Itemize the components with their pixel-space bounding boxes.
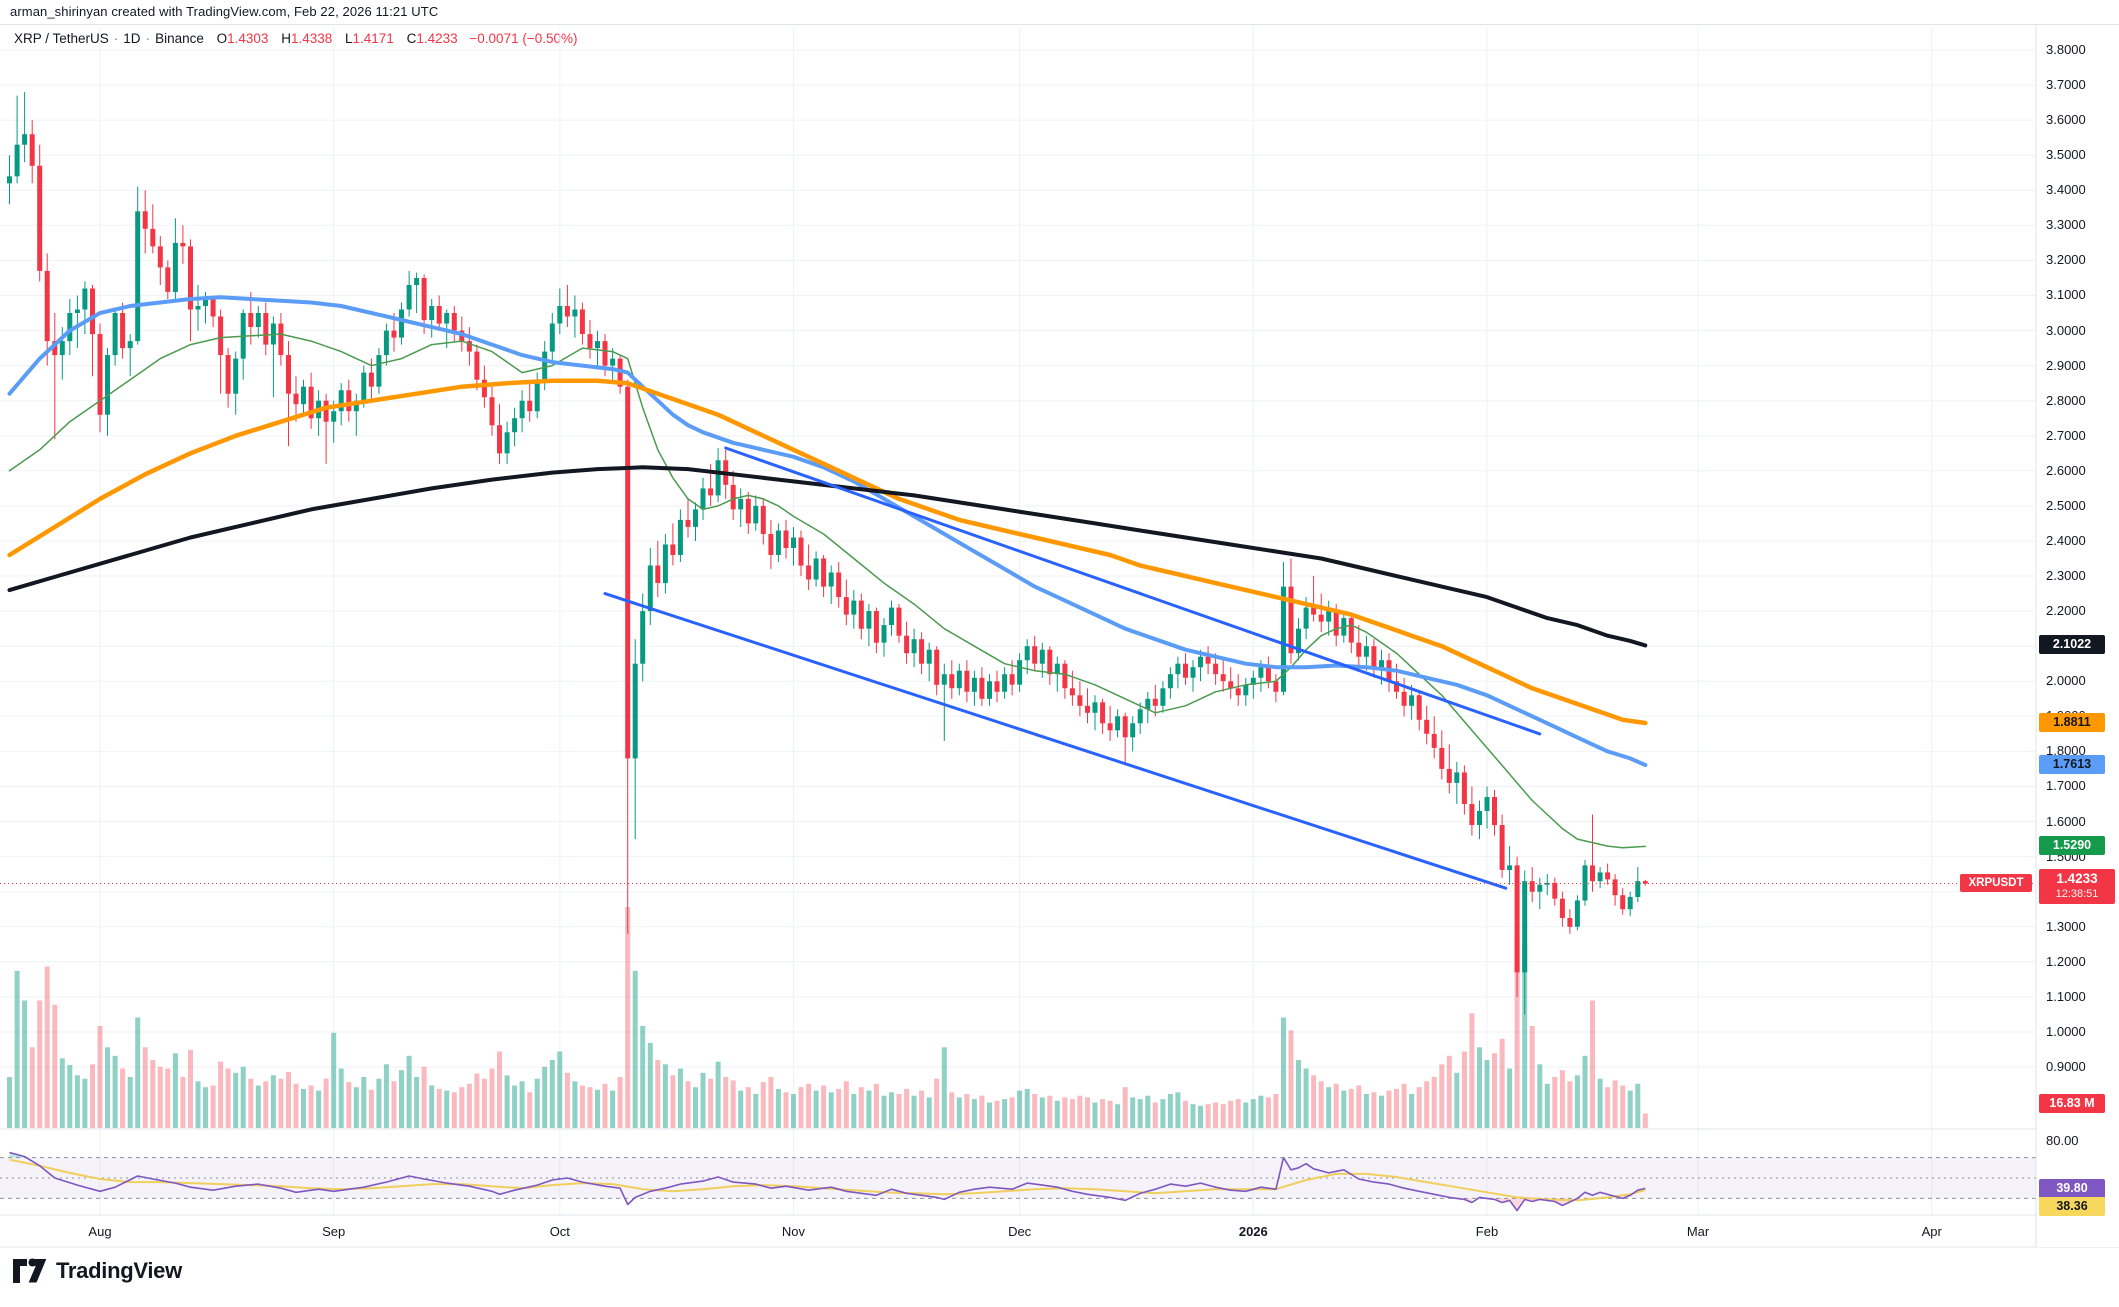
high-label: H (281, 31, 291, 46)
volume-series (7, 907, 1648, 1129)
close-value: 1.4233 (416, 31, 458, 46)
symbol-price-tag: XRPUSDT (1960, 874, 2032, 892)
price-tick-label: 2.5000 (2046, 497, 2086, 513)
tradingview-logo-icon (13, 1258, 47, 1283)
legend-separator: · (113, 31, 119, 46)
price-tick-label: 1.3000 (2046, 918, 2086, 934)
time-tick-mar: Mar (1686, 1224, 1710, 1239)
rsi-value-badge: 39.80 (2039, 1179, 2105, 1198)
trendline-lower[interactable] (603, 592, 1508, 890)
price-tick-label: 2.8000 (2046, 392, 2086, 408)
symbol-title[interactable]: XRP / TetherUS (14, 31, 109, 46)
time-tick-dec: Dec (1008, 1224, 1032, 1239)
price-tick-label: 3.5000 (2046, 147, 2086, 163)
ma50-badge: 1.7613 (2039, 754, 2105, 774)
ma100-badge: 1.8811 (2039, 712, 2105, 732)
low-value: 1.4171 (352, 31, 394, 46)
price-tick-label: 3.2000 (2046, 252, 2086, 268)
rsi-pane (0, 1151, 2036, 1212)
volume-badge: 16.83 M (2039, 1094, 2105, 1113)
tradingview-attribution[interactable]: TradingView (13, 1258, 182, 1284)
time-tick-2026: 2026 (1238, 1224, 1268, 1239)
ma-sma200-line (7, 465, 1648, 648)
header-divider (0, 24, 2119, 25)
time-tick-oct: Oct (549, 1224, 570, 1239)
price-tick-label: 3.0000 (2046, 322, 2086, 338)
open-label: O (216, 31, 228, 46)
price-tick-label: 1.1000 (2046, 988, 2086, 1004)
ma-fast-badge: 1.5290 (2039, 836, 2105, 856)
rsi-line (9, 1151, 1646, 1212)
time-tick-apr: Apr (1921, 1224, 1942, 1239)
time-tick-nov: Nov (781, 1224, 806, 1239)
legend-separator: · (145, 31, 151, 46)
price-tick-label: 2.9000 (2046, 357, 2086, 373)
price-tick-label: 2.7000 (2046, 427, 2086, 443)
price-tick-label: 2.3000 (2046, 568, 2086, 584)
ma-sma100-line (7, 378, 1648, 726)
price-tick-label: 1.2000 (2046, 953, 2086, 969)
last-price-value: 1.4233 (2056, 871, 2098, 886)
price-tick-label: 3.1000 (2046, 287, 2086, 303)
rsi-ma-value-badge: 38.36 (2039, 1197, 2105, 1216)
price-tick-label: 3.8000 (2046, 42, 2086, 57)
price-tick-label: 2.2000 (2046, 603, 2086, 619)
tradingview-logo-text: TradingView (56, 1258, 182, 1283)
ma-fast-line (8, 333, 1647, 849)
price-tick-label: 3.6000 (2046, 112, 2086, 128)
price-tick-label: 0.9000 (2046, 1059, 2086, 1075)
attribution-text: arman_shirinyan created with TradingView… (10, 4, 439, 19)
time-tick-feb: Feb (1475, 1224, 1499, 1239)
price-tick-label: 1.6000 (2046, 813, 2086, 829)
time-scale[interactable]: Aug Sep Oct Nov Dec 2026 Feb Mar Apr (0, 1221, 2119, 1247)
ma-sma50-line (7, 295, 1648, 767)
open-value: 1.4303 (227, 31, 269, 46)
ma200-badge: 2.1022 (2039, 635, 2105, 655)
close-label: C (406, 31, 417, 46)
candlestick-series (7, 92, 1648, 1015)
price-tick-label: 1.7000 (2046, 778, 2086, 794)
price-tick-label: 1.0000 (2046, 1023, 2086, 1039)
last-price-badge: 1.4233 12:38:51 (2039, 869, 2115, 904)
price-tick-label: 2.0000 (2046, 673, 2086, 689)
price-tick-label: 3.4000 (2046, 182, 2086, 198)
price-tick-label: 3.7000 (2046, 77, 2086, 93)
high-value: 1.4338 (290, 31, 333, 46)
bar-countdown: 12:38:51 (2055, 888, 2099, 900)
interval-label[interactable]: 1D (123, 31, 141, 46)
low-label: L (345, 31, 353, 46)
price-tick-label: 1.8000 (2046, 743, 2086, 759)
price-tick-label: 3.3000 (2046, 217, 2086, 233)
time-tick-sep: Sep (322, 1224, 346, 1239)
exchange-label: Binance (155, 31, 204, 46)
gridlines (0, 28, 2036, 1215)
legend: XRP / TetherUS · 1D · Binance O1.4303 H1.433… (14, 31, 578, 46)
rsi-scale-label: 80.00 (2046, 1133, 2079, 1148)
price-tick-label: 2.4000 (2046, 532, 2086, 548)
time-tick-aug: Aug (88, 1224, 112, 1239)
trendline-upper[interactable] (724, 446, 1542, 736)
change-value: −0.0071 (−0.50%) (469, 31, 578, 46)
price-tick-label: 2.6000 (2046, 462, 2086, 478)
